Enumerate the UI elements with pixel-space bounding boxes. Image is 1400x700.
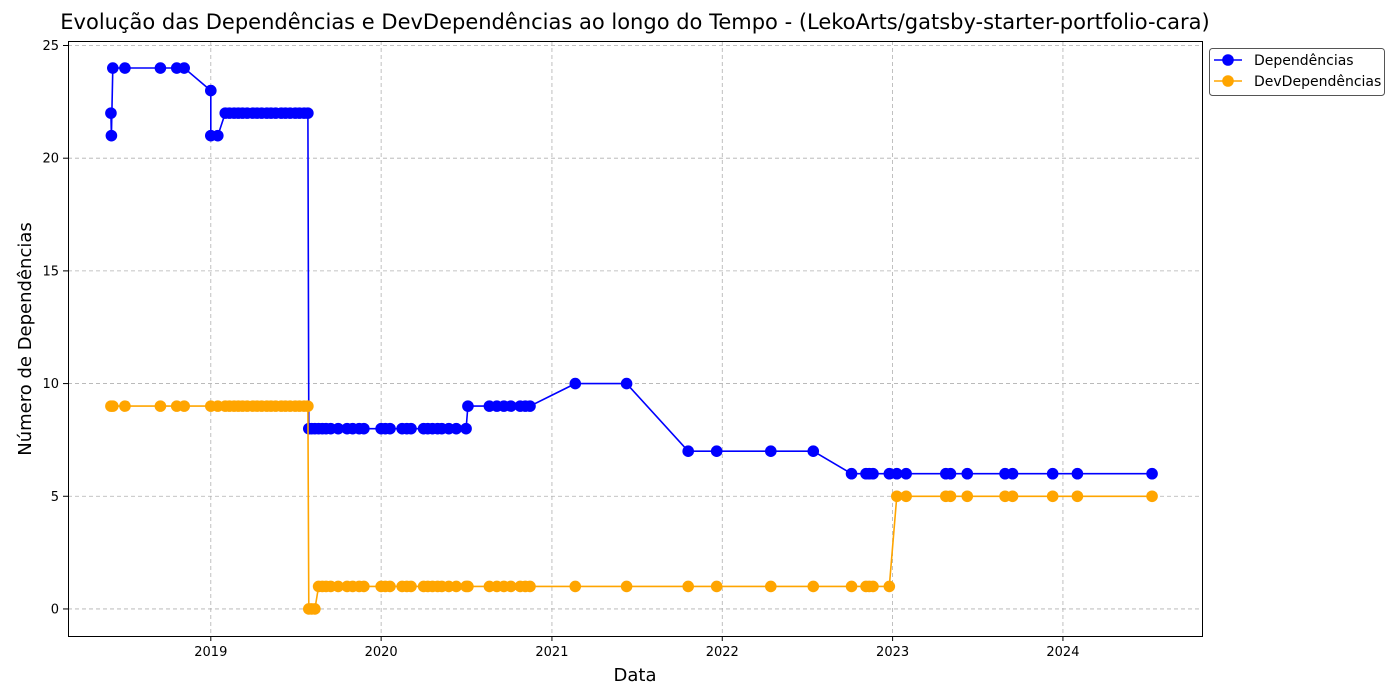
y-tick-label: 15 [42, 264, 59, 279]
data-point [105, 107, 117, 119]
y-tick-label: 0 [51, 602, 59, 617]
data-point [682, 580, 694, 593]
data-point [569, 580, 582, 593]
y-tick-label: 10 [42, 377, 59, 392]
data-point [710, 445, 723, 457]
data-point [212, 129, 224, 142]
data-point [867, 580, 879, 593]
legend: Dependências DevDependências [1209, 48, 1385, 96]
x-tick-label: 2019 [194, 645, 227, 660]
data-point [309, 603, 321, 615]
x-tick-label: 2020 [365, 645, 398, 660]
data-point [845, 467, 858, 480]
x-tick-label: 2024 [1046, 645, 1079, 660]
data-point [944, 467, 957, 480]
data-point [710, 580, 723, 593]
data-point [961, 490, 974, 503]
data-point [405, 580, 417, 593]
legend-marker [1222, 54, 1234, 66]
legend-label: Dependências [1254, 53, 1354, 69]
data-point [944, 490, 957, 503]
series-2 [105, 400, 1158, 615]
data-point [462, 580, 474, 593]
data-point [1146, 467, 1158, 480]
data-point [891, 467, 903, 480]
data-point [524, 580, 536, 593]
data-point [845, 580, 858, 593]
plot-frame [68, 41, 1203, 637]
data-point [682, 445, 694, 457]
data-point [883, 580, 896, 593]
series-layer [105, 62, 1158, 615]
data-point [302, 400, 314, 412]
axis-ticks: 2019 2020 2021 2022 2023 2024 0 5 10 15 20 25 [42, 39, 1079, 660]
data-point [154, 62, 167, 74]
data-point [205, 84, 217, 97]
data-point [900, 490, 912, 503]
data-point [107, 62, 119, 74]
y-tick-label: 5 [51, 490, 59, 505]
data-point [961, 467, 974, 480]
data-point [358, 422, 370, 435]
data-point [154, 400, 167, 412]
data-point [1006, 490, 1019, 503]
data-point [332, 580, 345, 593]
x-tick-label: 2023 [876, 645, 909, 660]
data-point [1006, 467, 1019, 480]
data-point [807, 580, 820, 593]
x-axis-label: Data [614, 665, 657, 686]
data-point [765, 580, 777, 593]
data-point [460, 422, 472, 435]
data-point [1146, 490, 1158, 503]
data-point [119, 62, 131, 74]
data-point [1071, 467, 1084, 480]
data-point [178, 400, 190, 412]
data-point [107, 400, 119, 412]
series-line [110, 405, 1153, 610]
data-point [1046, 467, 1059, 480]
grid-lines [68, 41, 1202, 636]
data-point [620, 580, 633, 593]
data-point [505, 400, 517, 412]
data-point [358, 580, 370, 593]
data-point [620, 377, 633, 390]
data-point [1071, 490, 1084, 503]
data-point [384, 422, 396, 435]
legend-label: DevDependências [1254, 74, 1381, 90]
data-point [405, 422, 417, 435]
data-point [119, 400, 131, 412]
legend-marker [1222, 75, 1234, 87]
data-point [569, 377, 582, 390]
y-axis-label: Número de Dependências [15, 222, 36, 456]
data-point [178, 62, 190, 74]
data-point [384, 580, 396, 593]
data-point [450, 580, 463, 593]
data-point [765, 445, 777, 457]
data-point [332, 422, 345, 435]
x-tick-label: 2021 [535, 645, 568, 660]
data-point [867, 467, 879, 480]
data-point [1046, 490, 1059, 503]
data-point [302, 107, 314, 119]
data-point [105, 129, 118, 142]
y-tick-label: 25 [42, 39, 59, 54]
data-point [891, 490, 903, 503]
data-point [462, 400, 474, 412]
series-1 [105, 62, 1158, 480]
data-point [505, 580, 517, 593]
legend-box [1209, 48, 1385, 96]
data-point [450, 422, 463, 435]
data-point [900, 467, 912, 480]
x-tick-label: 2022 [706, 645, 739, 660]
chart-title: Evolução das Dependências e DevDependênc… [60, 10, 1210, 34]
y-tick-label: 20 [42, 152, 59, 167]
data-point [807, 445, 820, 457]
data-point [524, 400, 536, 412]
